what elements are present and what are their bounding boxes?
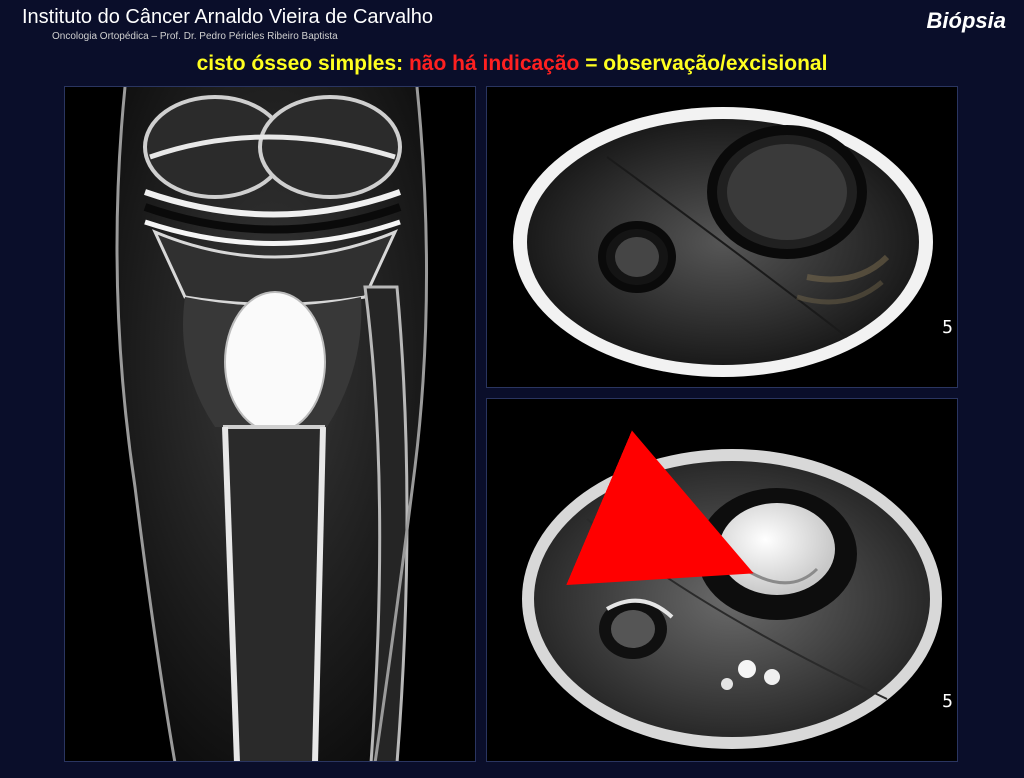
institution-subline: Oncologia Ortopédica – Prof. Dr. Pedro P… bbox=[52, 31, 433, 42]
slide-subtitle: cisto ósseo simples: não há indicação = … bbox=[0, 52, 1024, 76]
mri-axial-top-svg bbox=[487, 87, 958, 388]
slide-category: Biópsia bbox=[927, 8, 1006, 34]
mri-coronal-svg bbox=[65, 87, 476, 762]
mri-axial-bottom-svg bbox=[487, 399, 958, 762]
institution-name: Instituto do Câncer Arnaldo Vieira de Ca… bbox=[22, 6, 433, 29]
subtitle-part3: = observação/excisional bbox=[579, 52, 827, 75]
corner-label-bottom: 5 bbox=[942, 691, 953, 712]
corner-label-top: 5 bbox=[942, 317, 953, 338]
header-left: Instituto do Câncer Arnaldo Vieira de Ca… bbox=[22, 6, 433, 42]
mri-axial-bottom-panel: 5 bbox=[486, 398, 958, 762]
subtitle-part1: cisto ósseo simples: bbox=[197, 52, 409, 75]
subtitle-part2: não há indicação bbox=[409, 52, 579, 75]
mri-coronal-panel bbox=[64, 86, 476, 762]
mri-axial-top-panel: 5 bbox=[486, 86, 958, 388]
